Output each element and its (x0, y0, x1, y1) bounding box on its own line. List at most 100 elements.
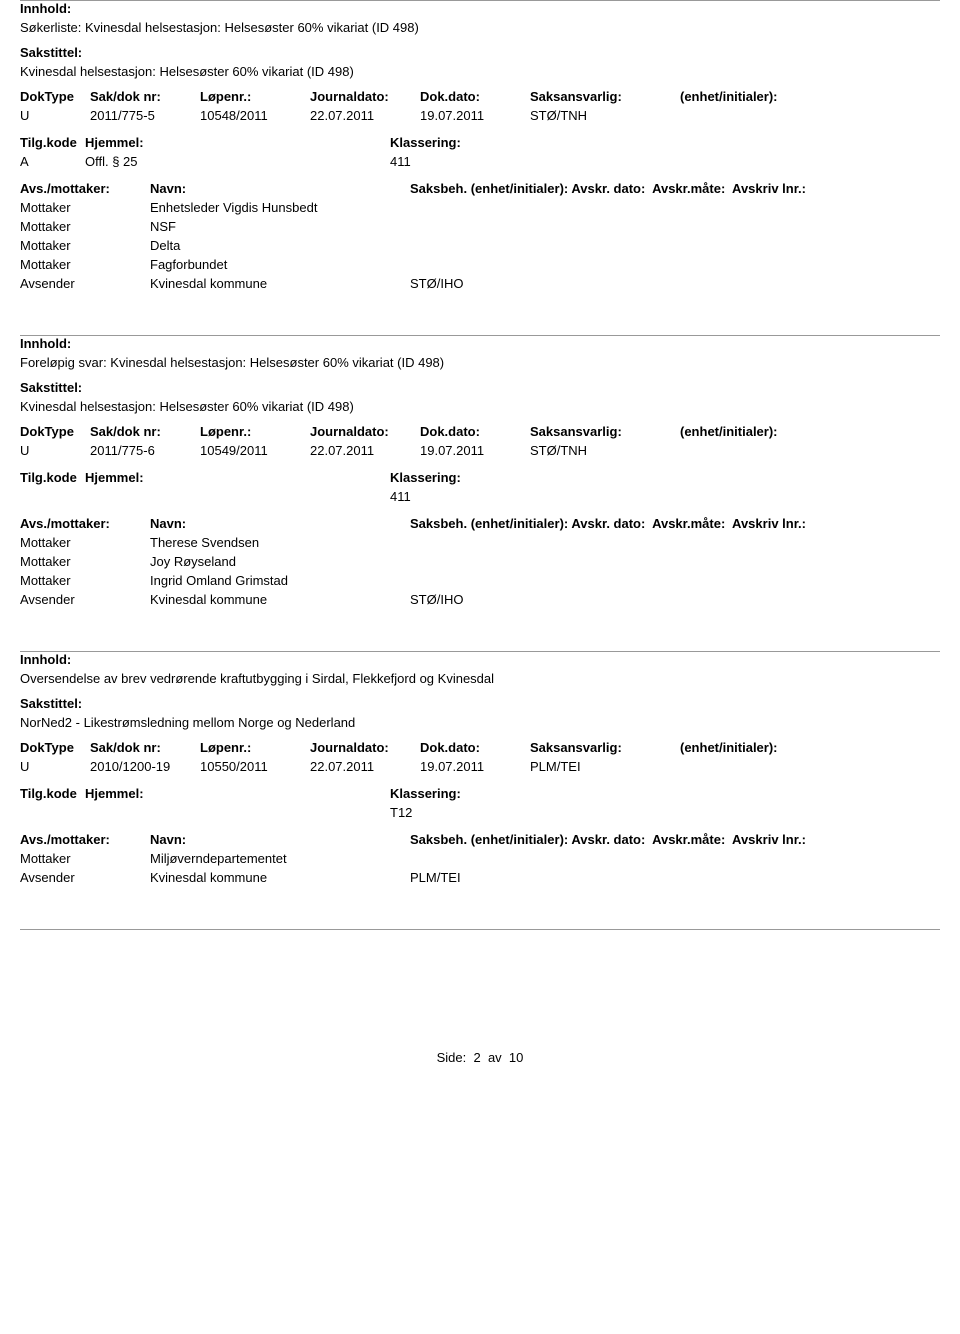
record: Innhold: Foreløpig svar: Kvinesdal helse… (20, 336, 940, 621)
saksbeh-label: Saksbeh. (410, 832, 467, 847)
col-sakdok: Sak/dok nr: (90, 89, 200, 104)
party-row: AvsenderKvinesdal kommuneSTØ/IHO (20, 276, 940, 291)
footer-sep: av (488, 1050, 502, 1065)
party-saksbeh (410, 257, 690, 272)
party-row: MottakerMiljøverndepartementet (20, 851, 940, 866)
party-saksbeh (410, 573, 690, 588)
party-role: Mottaker (20, 535, 150, 550)
party-role: Mottaker (20, 238, 150, 253)
val-sakdok: 2011/775-5 (90, 108, 200, 123)
enhet-initaler2: (enhet/initialer): (471, 832, 569, 847)
party-navn: Kvinesdal kommune (150, 592, 410, 607)
party-navn: Enhetsleder Vigdis Hunsbedt (150, 200, 410, 215)
val-saksansvarlig: STØ/TNH (530, 108, 680, 123)
avs-mottaker-label: Avs./mottaker: (20, 832, 150, 847)
avskr-dato-label: Avskr. dato: (571, 516, 645, 531)
val-tilgkode: A (20, 154, 85, 169)
tilg-header-row: Tilg.kode Hjemmel: Klassering: (20, 470, 940, 485)
col-journaldato: Journaldato: (310, 89, 420, 104)
tilg-value-row: T12 (20, 805, 940, 820)
val-lopenr: 10548/2011 (200, 108, 310, 123)
avskriv-lnr-label: Avskriv lnr.: (732, 516, 806, 531)
tilgkode-label: Tilg.kode (20, 786, 77, 801)
avskriv-lnr-label: Avskriv lnr.: (732, 181, 806, 196)
val-journaldato: 22.07.2011 (310, 759, 420, 774)
avs-mottaker-label: Avs./mottaker: (20, 516, 150, 531)
footer-prefix: Side: (437, 1050, 467, 1065)
sakstittel-label: Sakstittel: (20, 696, 940, 711)
navn-label: Navn: (150, 516, 410, 531)
party-saksbeh (410, 200, 690, 215)
innhold-label: Innhold: (20, 652, 940, 667)
klassering-label: Klassering: (390, 786, 461, 801)
party-role: Mottaker (20, 219, 150, 234)
col-doktype: DokType (20, 740, 90, 755)
party-row: MottakerFagforbundet (20, 257, 940, 272)
col-saksansvarlig: Saksansvarlig: (530, 424, 680, 439)
party-role: Mottaker (20, 573, 150, 588)
val-hjemmel: Offl. § 25 (85, 154, 390, 169)
val-lopenr: 10549/2011 (200, 443, 310, 458)
party-navn: Kvinesdal kommune (150, 870, 410, 885)
col-enhet: (enhet/initialer): (680, 424, 800, 439)
party-role: Avsender (20, 870, 150, 885)
navn-label: Navn: (150, 181, 410, 196)
party-navn: NSF (150, 219, 410, 234)
record: Innhold: Søkerliste: Kvinesdal helsestas… (20, 1, 940, 305)
avs-header: Avs./mottaker: Navn: Saksbeh. (enhet/ini… (20, 832, 940, 847)
cols-row: U 2011/775-6 10549/2011 22.07.2011 19.07… (20, 443, 940, 458)
avs-mottaker-label: Avs./mottaker: (20, 181, 150, 196)
col-dokdato: Dok.dato: (420, 89, 530, 104)
party-role: Mottaker (20, 851, 150, 866)
val-dokdato: 19.07.2011 (420, 443, 530, 458)
klassering-label: Klassering: (390, 135, 461, 150)
innhold-label: Innhold: (20, 336, 940, 351)
col-sakdok: Sak/dok nr: (90, 424, 200, 439)
party-saksbeh (410, 535, 690, 550)
party-navn: Fagforbundet (150, 257, 410, 272)
col-journaldato: Journaldato: (310, 424, 420, 439)
cols-row: U 2011/775-5 10548/2011 22.07.2011 19.07… (20, 108, 940, 123)
party-saksbeh: STØ/IHO (410, 276, 690, 291)
tilgkode-label: Tilg.kode (20, 470, 77, 485)
party-saksbeh: STØ/IHO (410, 592, 690, 607)
val-dokdato: 19.07.2011 (420, 108, 530, 123)
val-journaldato: 22.07.2011 (310, 108, 420, 123)
party-saksbeh (410, 219, 690, 234)
tilg-header-row: Tilg.kode Hjemmel: Klassering: (20, 786, 940, 801)
tilg-header-row: Tilg.kode Hjemmel: Klassering: (20, 135, 940, 150)
party-row: MottakerEnhetsleder Vigdis Hunsbedt (20, 200, 940, 215)
party-role: Mottaker (20, 554, 150, 569)
val-lopenr: 10550/2011 (200, 759, 310, 774)
avskriv-lnr-label: Avskriv lnr.: (732, 832, 806, 847)
col-enhet: (enhet/initialer): (680, 740, 800, 755)
col-enhet: (enhet/initialer): (680, 89, 800, 104)
party-navn: Miljøverndepartementet (150, 851, 410, 866)
party-navn: Joy Røyseland (150, 554, 410, 569)
col-saksansvarlig: Saksansvarlig: (530, 89, 680, 104)
col-lopenr: Løpenr.: (200, 424, 310, 439)
innhold-text: Søkerliste: Kvinesdal helsestasjon: Hels… (20, 20, 940, 35)
col-doktype: DokType (20, 424, 90, 439)
val-saksansvarlig: STØ/TNH (530, 443, 680, 458)
party-saksbeh: PLM/TEI (410, 870, 690, 885)
val-doktype: U (20, 443, 90, 458)
innhold-label: Innhold: (20, 1, 940, 16)
col-saksansvarlig: Saksansvarlig: (530, 740, 680, 755)
separator (20, 929, 940, 930)
party-row: AvsenderKvinesdal kommuneSTØ/IHO (20, 592, 940, 607)
klassering-label: Klassering: (390, 470, 461, 485)
saksbeh-label: Saksbeh. (410, 181, 467, 196)
party-row: MottakerDelta (20, 238, 940, 253)
party-saksbeh (410, 554, 690, 569)
tilg-value-row: A Offl. § 25 411 (20, 154, 940, 169)
val-klassering: 411 (390, 489, 490, 504)
party-row: MottakerTherese Svendsen (20, 535, 940, 550)
navn-label: Navn: (150, 832, 410, 847)
cols-header: DokType Sak/dok nr: Løpenr.: Journaldato… (20, 740, 940, 755)
innhold-text: Foreløpig svar: Kvinesdal helsestasjon: … (20, 355, 940, 370)
party-navn: Ingrid Omland Grimstad (150, 573, 410, 588)
party-role: Avsender (20, 592, 150, 607)
val-doktype: U (20, 759, 90, 774)
avs-header: Avs./mottaker: Navn: Saksbeh. (enhet/ini… (20, 516, 940, 531)
